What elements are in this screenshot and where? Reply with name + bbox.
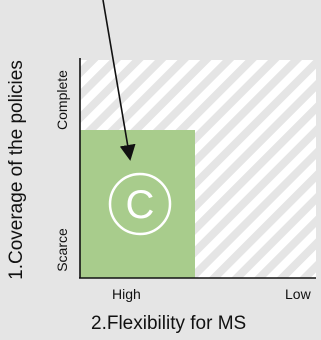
badge-c-circle: [108, 172, 172, 236]
x-axis-right-label: Low: [285, 286, 311, 302]
green-area: [80, 130, 195, 278]
y-axis-title: 1.Coverage of the policies: [6, 60, 27, 280]
y-axis-high-label: Complete: [54, 70, 70, 130]
y-axis-low-label: Scarce: [54, 228, 70, 272]
x-axis-left-label: High: [112, 286, 141, 302]
pointer-arrow: [102, 0, 136, 161]
badge-c-letter: C: [126, 183, 155, 227]
x-axis-title: 2.Flexibility for MS: [91, 313, 247, 334]
